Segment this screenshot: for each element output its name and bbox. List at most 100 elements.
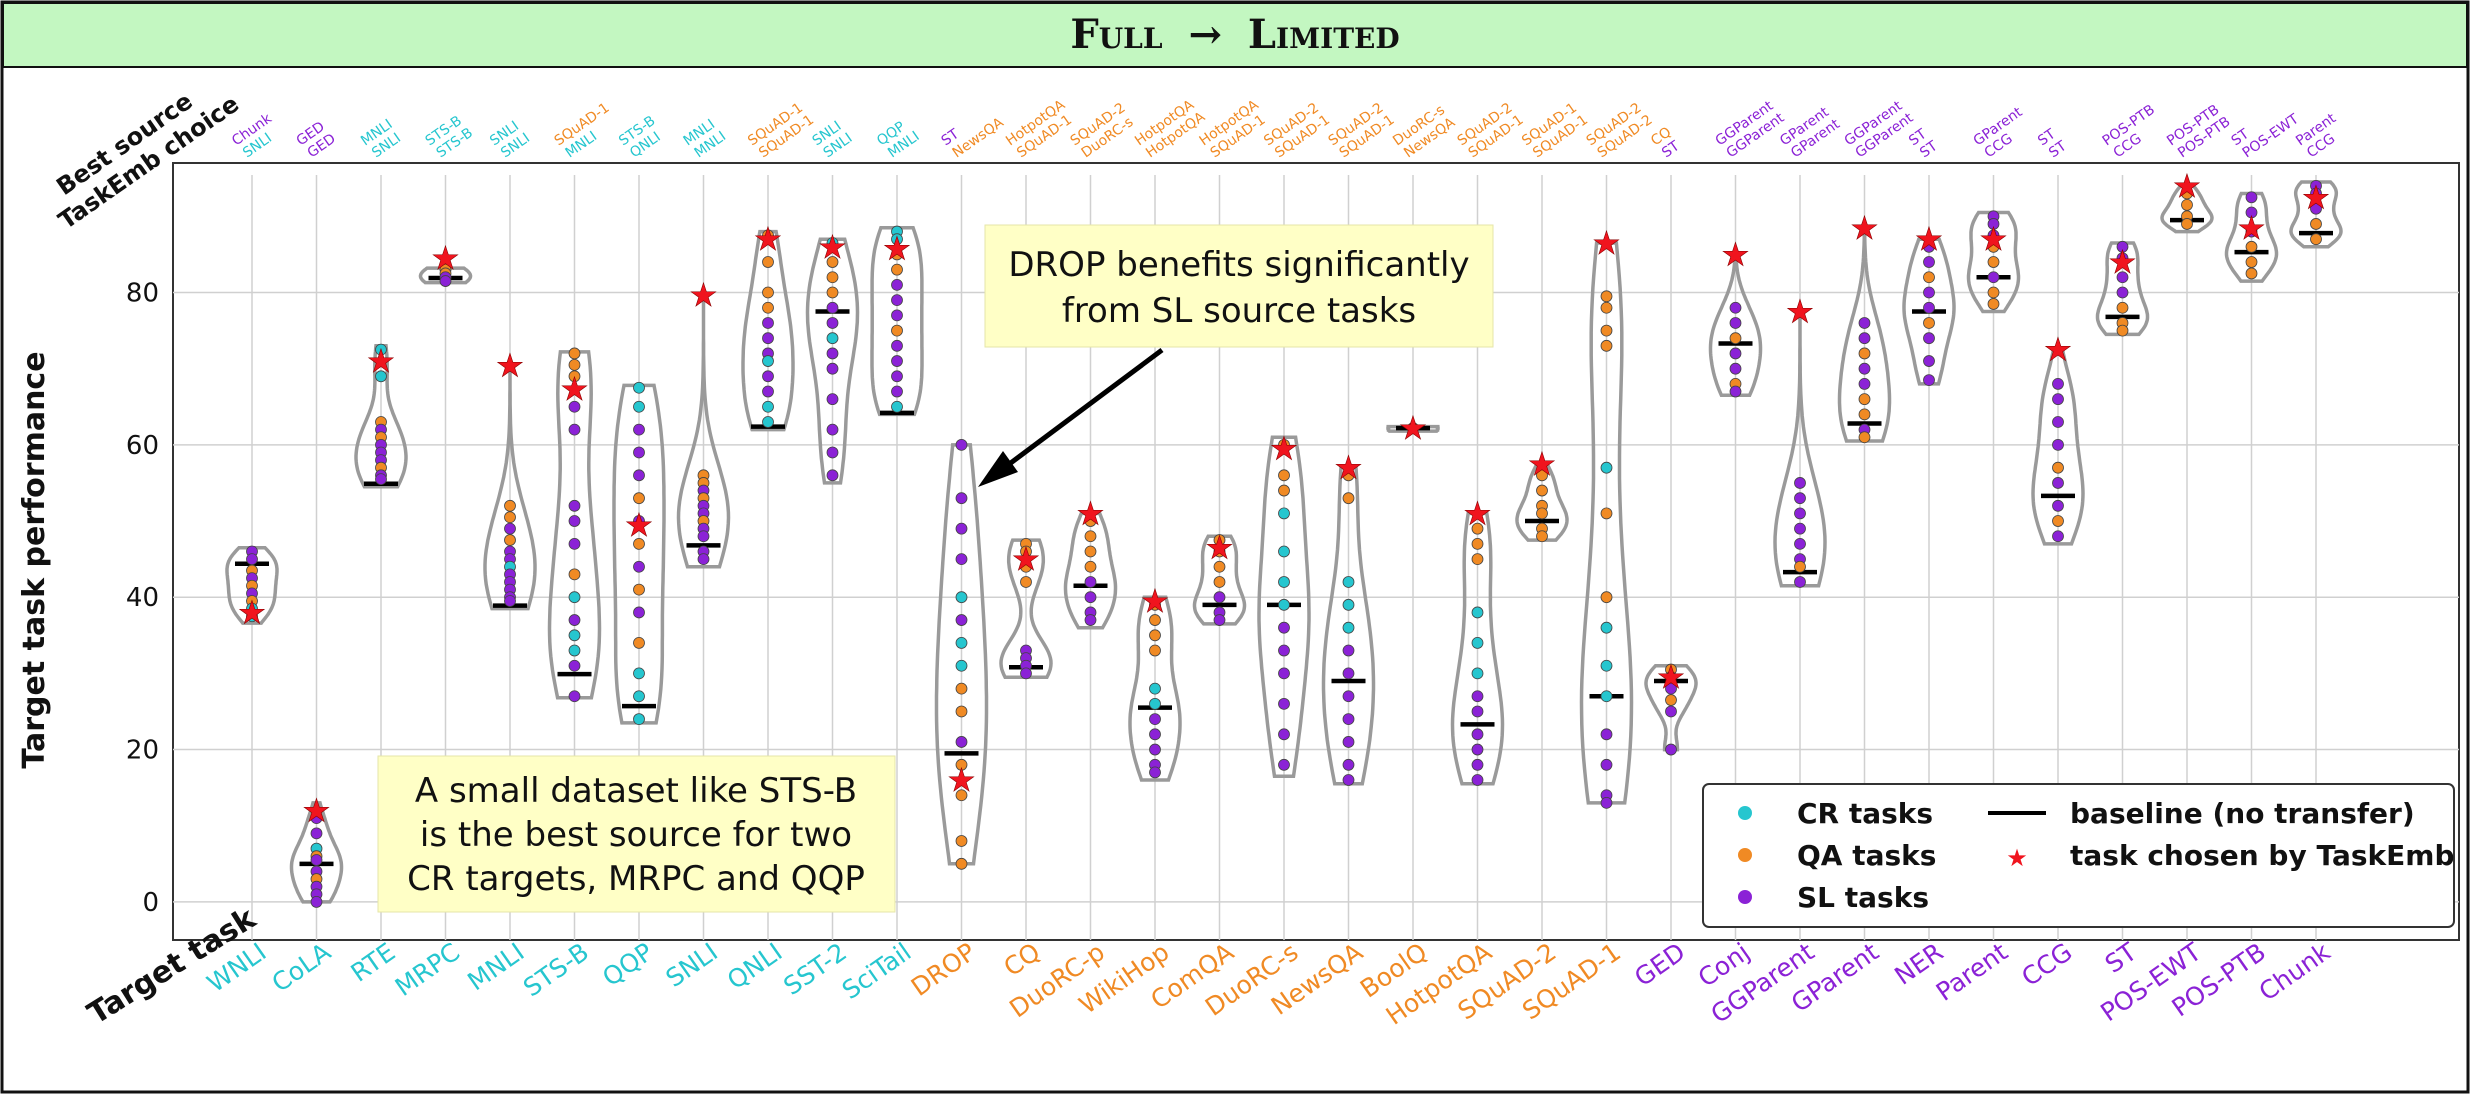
point-qqp (633, 423, 645, 436)
legend-star-marker: ★ (2006, 844, 2028, 872)
point-squad-2 (1536, 469, 1548, 482)
point-cq (1020, 545, 1032, 558)
point-sst-2 (826, 237, 839, 249)
point-ged (1665, 705, 1677, 718)
stsb-callout-line3: CR targets, MRPC and QQP (407, 859, 865, 899)
point-st (2116, 240, 2129, 253)
point-squad-1 (1600, 621, 1613, 634)
point-wnli (246, 610, 258, 623)
point-drop (955, 682, 968, 695)
point-ner (1923, 374, 1935, 387)
point-chunk (2310, 202, 2322, 215)
point-qqp (633, 713, 645, 725)
point-squad-1 (1600, 324, 1613, 337)
point-qqp (633, 446, 645, 459)
taskemb-stars: ★ ★ ★ ★ ★ ★ ★ ★ ★ ★ ★ ★ ★ ★ ★ ★ ★ ★ ★ ★ ★ ★ ★ ★ ★ ★ ★ ★ ★ ★ ★ ★ ★ (237, 167, 2331, 830)
point-drop (955, 789, 968, 802)
point-sts-b (568, 644, 581, 657)
point-gparent (1858, 347, 1871, 360)
point-cq (1020, 667, 1032, 680)
point-squad-1 (1600, 728, 1613, 741)
taskemb-star-pos-ptb: ★ (2237, 209, 2266, 247)
point-rte (375, 473, 387, 486)
point-wikihop (1149, 766, 1161, 779)
title-bar (2, 2, 2468, 68)
point-st (2116, 271, 2129, 284)
point-qnli (762, 286, 774, 299)
violin-cq (999, 538, 1053, 679)
point-duorc-s (1278, 697, 1290, 710)
point-scitail (891, 309, 903, 322)
point-mnli (504, 534, 516, 546)
point-st (2116, 286, 2129, 299)
point-st (2116, 324, 2129, 337)
point-sts-b (568, 629, 581, 642)
violin-scitail (870, 226, 924, 417)
point-pos-ptb (2245, 240, 2258, 253)
point-squad-1 (1600, 290, 1613, 303)
point-duorc-s (1278, 758, 1290, 771)
point-newsqa (1342, 736, 1355, 748)
drop-arrow (978, 347, 1164, 487)
point-snli (697, 553, 710, 566)
point-hotpotqa (1471, 774, 1484, 786)
violin-duorc-s (1257, 435, 1311, 778)
point-qnli (762, 301, 774, 314)
legend-baseline-label: baseline (no transfer) (2070, 797, 2415, 830)
point-drop (955, 736, 968, 748)
point-pos-ewt (2181, 187, 2193, 200)
violin-wikihop (1128, 595, 1182, 782)
point-sst-2 (826, 362, 839, 375)
point-wikihop (1149, 614, 1161, 626)
violin-qqp (612, 383, 666, 725)
point-duorc-p (1084, 515, 1097, 527)
point-mrpc (439, 275, 452, 287)
point-ccg (2052, 438, 2064, 451)
point-sts-b (568, 659, 581, 672)
point-sts-b (568, 614, 581, 626)
point-duorc-p (1084, 545, 1097, 558)
point-newsqa (1342, 758, 1355, 771)
point-duorc-s (1278, 545, 1290, 558)
data-points (246, 179, 2322, 908)
taskemb-star-ggparent: ★ (1786, 293, 1815, 331)
point-sst-2 (826, 347, 839, 360)
point-ccg (2052, 461, 2064, 474)
point-ccg (2052, 530, 2064, 543)
point-conj (1729, 332, 1742, 345)
point-sst-2 (826, 423, 839, 436)
point-newsqa (1342, 492, 1355, 505)
point-duorc-p (1084, 530, 1097, 543)
taskemb-star-gparent: ★ (1850, 209, 1879, 247)
stsb-callout-line2: is the best source for two (420, 815, 852, 855)
point-ggparent (1794, 477, 1806, 489)
point-squad-1 (1600, 301, 1613, 314)
point-sst-2 (826, 256, 839, 268)
violin-pos-ewt (2160, 184, 2214, 234)
legend-qa-label: QA tasks (1797, 839, 1936, 872)
point-qqp (633, 560, 645, 573)
point-newsqa (1342, 713, 1355, 725)
point-duorc-p (1084, 560, 1097, 573)
taskemb-star-chunk: ★ (2302, 178, 2331, 216)
point-qnli (762, 229, 774, 242)
point-sst-2 (826, 271, 839, 284)
point-qqp (633, 606, 645, 619)
violin-ged (1644, 664, 1698, 752)
point-ner (1923, 271, 1935, 284)
violin-snli (676, 294, 731, 569)
point-sts-b (568, 568, 581, 581)
violin-mrpc (418, 266, 473, 285)
taskemb-star-ccg: ★ (2044, 331, 2073, 369)
point-sts-b (568, 591, 581, 604)
taskemb-star-sts-b: ★ (560, 370, 589, 408)
point-sst-2 (826, 317, 839, 329)
point-st (2116, 301, 2129, 314)
point-squad-1 (1600, 758, 1613, 771)
point-newsqa (1342, 644, 1355, 657)
taskemb-star-newsqa: ★ (1334, 449, 1363, 487)
point-parent (1987, 218, 2000, 230)
drop-callout: DROP benefits significantly from SL sour… (984, 224, 1494, 348)
taskemb-star-squad-1: ★ (1592, 224, 1621, 262)
taskemb-star-sst-2: ★ (818, 228, 847, 266)
